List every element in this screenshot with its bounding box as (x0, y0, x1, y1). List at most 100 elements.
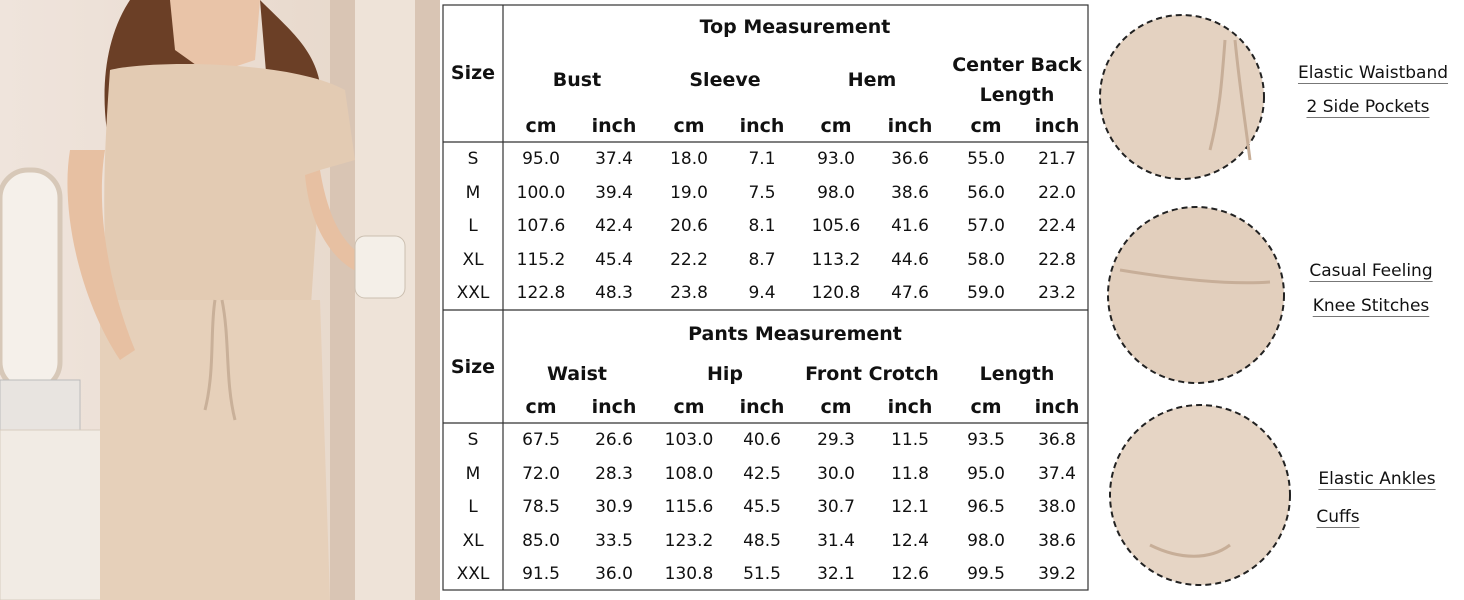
feature-label: Casual Feeling (1309, 261, 1433, 281)
unit-header: cm (970, 396, 1002, 418)
value-cell: 91.5 (522, 564, 560, 584)
value-cell: 93.0 (817, 149, 855, 169)
column-header: Center Back Length (952, 54, 1082, 106)
unit-header: inch (739, 396, 785, 418)
value-cell: 45.5 (743, 497, 781, 517)
value-cell: 115.2 (516, 249, 566, 270)
unit-header: cm (673, 115, 705, 137)
value-cell: 48.3 (595, 283, 633, 303)
value-cell: 67.5 (522, 430, 560, 450)
unit-header: cm (673, 396, 705, 418)
value-cell: 12.1 (891, 497, 929, 517)
size-header: Size (450, 62, 496, 84)
table-title: Pants Measurement (688, 323, 902, 345)
value-cell: 95.0 (522, 149, 560, 169)
value-cell: 37.4 (595, 149, 633, 169)
value-cell: 33.5 (595, 530, 633, 551)
value-cell: 32.1 (817, 564, 855, 584)
value-cell: 30.0 (817, 463, 855, 484)
value-cell: 23.8 (670, 283, 708, 303)
value-cell: 12.6 (891, 564, 929, 584)
value-cell: 45.4 (595, 249, 633, 270)
value-cell: 96.5 (967, 497, 1005, 517)
value-cell: 38.6 (1038, 530, 1076, 551)
value-cell: 42.4 (595, 216, 633, 236)
detail-circles (1099, 14, 1291, 586)
column-header: Waist (546, 363, 608, 385)
value-cell: 48.5 (743, 530, 781, 551)
size-cell: M (465, 463, 481, 484)
value-cell: 57.0 (967, 216, 1005, 236)
value-cell: 23.2 (1038, 283, 1076, 303)
value-cell: 21.7 (1038, 149, 1076, 169)
unit-header: inch (591, 115, 637, 137)
table-title: Top Measurement (699, 16, 891, 38)
feature-label: Cuffs (1316, 507, 1360, 527)
unit-header: inch (591, 396, 637, 418)
value-cell: 18.0 (670, 149, 708, 169)
value-cell: 98.0 (817, 182, 855, 203)
value-cell: 29.3 (817, 430, 855, 450)
value-cell: 130.8 (664, 564, 714, 584)
value-cell: 31.4 (817, 530, 855, 551)
size-cell: S (467, 430, 479, 450)
value-cell: 42.5 (743, 463, 781, 484)
column-header: Length (979, 363, 1055, 385)
value-cell: 12.4 (891, 530, 929, 551)
value-cell: 20.6 (670, 216, 708, 236)
value-cell: 36.8 (1038, 430, 1076, 450)
value-cell: 44.6 (891, 249, 929, 270)
value-cell: 51.5 (743, 564, 781, 584)
unit-header: inch (887, 115, 933, 137)
photo (0, 0, 440, 600)
size-table-frame (442, 4, 1089, 591)
column-header: Sleeve (689, 69, 761, 91)
value-cell: 108.0 (664, 463, 714, 484)
value-cell: 107.6 (516, 216, 566, 236)
value-cell: 78.5 (522, 497, 560, 517)
value-cell: 105.6 (811, 216, 861, 236)
value-cell: 37.4 (1038, 463, 1076, 484)
value-cell: 36.6 (891, 149, 929, 169)
size-cell: XL (462, 530, 484, 551)
value-cell: 38.6 (891, 182, 929, 203)
size-cell: L (468, 216, 478, 236)
value-cell: 123.2 (664, 530, 714, 551)
value-cell: 36.0 (595, 564, 633, 584)
value-cell: 28.3 (595, 463, 633, 484)
value-cell: 22.2 (670, 249, 708, 270)
value-cell: 7.1 (748, 149, 776, 169)
unit-header: inch (887, 396, 933, 418)
unit-header: cm (525, 115, 557, 137)
value-cell: 115.6 (664, 497, 714, 517)
value-cell: 93.5 (967, 430, 1005, 450)
value-cell: 39.2 (1038, 564, 1076, 584)
unit-header: inch (739, 115, 785, 137)
value-cell: 26.6 (595, 430, 633, 450)
value-cell: 113.2 (811, 249, 861, 270)
value-cell: 98.0 (967, 530, 1005, 551)
value-cell: 40.6 (743, 430, 781, 450)
value-cell: 72.0 (522, 463, 560, 484)
value-cell: 38.0 (1038, 497, 1076, 517)
value-cell: 120.8 (811, 283, 861, 303)
column-header: Bust (552, 69, 602, 91)
value-cell: 56.0 (967, 182, 1005, 203)
value-cell: 22.8 (1038, 249, 1076, 270)
size-cell: S (467, 149, 479, 169)
detail-shading (1119, 39, 1271, 558)
unit-header: inch (1034, 115, 1080, 137)
feature-label: Elastic Ankles (1318, 469, 1436, 489)
size-cell: L (468, 497, 478, 517)
value-cell: 99.5 (967, 564, 1005, 584)
value-cell: 9.4 (748, 283, 776, 303)
value-cell: 30.7 (817, 497, 855, 517)
value-cell: 7.5 (748, 182, 776, 203)
unit-header: cm (820, 115, 852, 137)
unit-header: cm (970, 115, 1002, 137)
value-cell: 55.0 (967, 149, 1005, 169)
size-cell: XXL (456, 283, 490, 303)
unit-header: cm (525, 396, 557, 418)
